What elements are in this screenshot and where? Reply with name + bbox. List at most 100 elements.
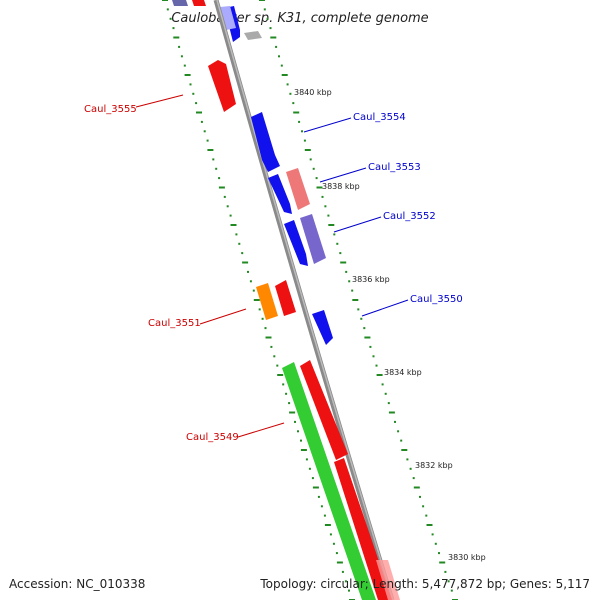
inner-ring-dot [288, 402, 291, 405]
outer-ring-dot [450, 589, 453, 592]
inner-ring-dot [230, 224, 237, 226]
outer-ring-dot [447, 580, 450, 583]
leader-caul-3553 [319, 167, 367, 183]
outer-ring-dot [387, 402, 390, 405]
leader-caul-3555 [135, 94, 184, 108]
inner-ring-dot [276, 364, 279, 367]
gene-caul-3550[interactable] [312, 310, 333, 345]
inner-ring-dot [258, 308, 261, 311]
inner-ring-dot [300, 439, 302, 442]
inner-ring-dot [311, 477, 314, 480]
gene-top-partial-4[interactable] [220, 6, 236, 30]
inner-ring-dot [200, 120, 203, 123]
label-caul-3552[interactable]: Caul_3552 [383, 211, 436, 222]
outer-ring-dot [324, 205, 327, 208]
outer-ring-dot [439, 561, 446, 564]
leader-caul-3550 [361, 299, 409, 317]
label-caul-3554[interactable]: Caul_3554 [353, 112, 406, 123]
outer-ring-dot [369, 345, 372, 348]
kbp-label-3832: 3832 kbp [415, 461, 453, 470]
gene-top-partial-1[interactable] [172, 0, 188, 6]
inner-ring-dot [312, 486, 319, 489]
outer-ring-dot [270, 36, 277, 39]
outer-ring-dot [259, 0, 265, 1]
gene-red-long-1[interactable] [300, 360, 348, 460]
inner-ring-dot [195, 102, 198, 105]
inner-ring-dot [242, 261, 249, 264]
gene-blue-3553b[interactable] [268, 174, 292, 214]
inner-ring-dot [169, 17, 172, 20]
inner-ring-dot [344, 580, 347, 583]
label-caul-3555[interactable]: Caul_3555 [84, 104, 137, 115]
outer-ring-dot [333, 233, 336, 236]
gene-caul-3555[interactable] [208, 60, 236, 112]
gene-caul-3552[interactable] [300, 214, 326, 264]
inner-ring-dot [189, 83, 192, 86]
inner-ring-dot [324, 524, 331, 526]
kbp-label-3834: 3834 kbp [384, 368, 422, 377]
genome-backbone-highlight [216, 0, 394, 600]
inner-ring-dot [265, 336, 272, 339]
inner-ring-dot [300, 449, 307, 451]
outer-ring-dot [275, 45, 278, 48]
inner-ring-dot [218, 186, 225, 189]
inner-ring-dot [215, 167, 218, 170]
label-caul-3549[interactable]: Caul_3549 [186, 432, 239, 443]
outer-ring-dot [372, 355, 375, 358]
outer-ring-dot [263, 8, 266, 11]
inner-ring-dot [253, 299, 260, 301]
outer-ring-dot [409, 467, 412, 470]
leader-caul-3549 [237, 422, 285, 438]
gene-red-long-2-fade [376, 560, 400, 600]
outer-ring-dot [292, 102, 295, 105]
inner-ring-dot [264, 327, 267, 330]
inner-ring-dot [341, 570, 344, 573]
outer-ring-dot [315, 177, 318, 180]
outer-ring-dot [298, 120, 301, 123]
map-title: Caulobacter sp. K31, complete genome [171, 11, 428, 26]
inner-ring-dot [172, 27, 175, 30]
outer-ring-dot [280, 64, 283, 67]
outer-ring-dot [345, 270, 348, 273]
gene-top-partial-2[interactable] [192, 0, 206, 6]
outer-ring-dot [438, 552, 440, 555]
inner-ring-dot [207, 149, 214, 151]
accession-text: Accession: NC_010338 [9, 577, 146, 591]
inner-ring-dot [336, 561, 343, 564]
inner-ring-dot [273, 355, 276, 358]
label-caul-3550[interactable]: Caul_3550 [410, 294, 463, 305]
outer-ring-dot [269, 27, 272, 30]
gene-caul-3551[interactable] [256, 283, 278, 320]
top-partial-genes [172, 0, 262, 42]
outer-ring-dot [400, 439, 403, 442]
inner-ring-dot [277, 374, 284, 376]
gene-blue-3552b[interactable] [284, 220, 308, 266]
outer-ring-dot [388, 411, 395, 414]
outer-ring-dot [412, 477, 415, 480]
gene-caul-3553[interactable] [286, 168, 310, 210]
inner-ring-dot [184, 74, 191, 76]
inner-ring-dot [212, 158, 215, 161]
gene-top-partial-5[interactable] [244, 31, 262, 40]
outer-ring-dot [321, 195, 324, 198]
gene-caul-3549[interactable] [282, 362, 376, 600]
outer-ring-dot [281, 74, 288, 76]
inner-ring-dot [252, 289, 255, 292]
inner-ring-dot [249, 280, 252, 283]
inner-ring-dot [241, 252, 244, 255]
outer-ring-dot [376, 374, 383, 376]
outer-ring-dot [363, 327, 366, 330]
leader-caul-3554 [303, 117, 352, 133]
outer-ring-dot [401, 449, 408, 451]
outer-ring-dot [406, 458, 409, 461]
label-caul-3553[interactable]: Caul_3553 [368, 162, 421, 173]
kbp-label-3840: 3840 kbp [294, 88, 332, 97]
leader-caul-3552 [333, 216, 382, 233]
outer-ring-dot [397, 430, 400, 433]
gene-red-3551b[interactable] [275, 280, 296, 316]
gene-caul-3554[interactable] [251, 112, 280, 172]
outer-ring-dot [351, 289, 354, 292]
inner-ring-dot [335, 552, 338, 555]
inner-ring-dot [308, 467, 311, 470]
label-caul-3551[interactable]: Caul_3551 [148, 318, 201, 329]
